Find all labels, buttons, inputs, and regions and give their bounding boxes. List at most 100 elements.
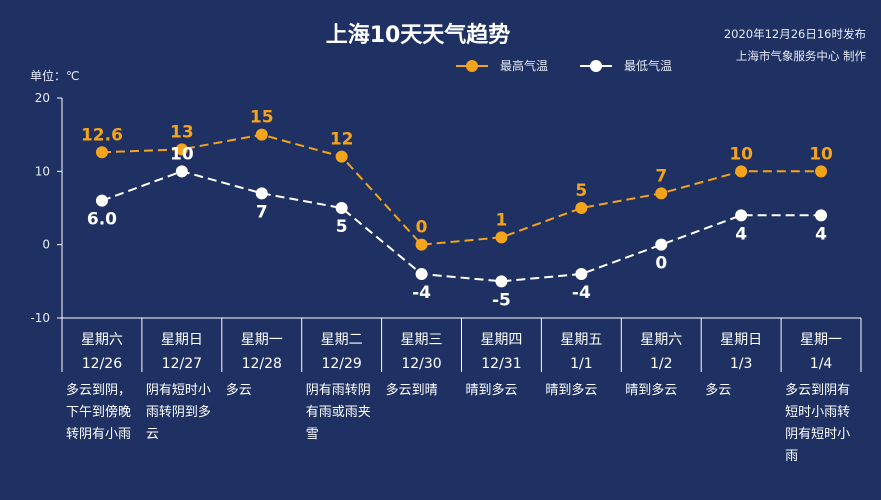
weather-desc-line: 下午到傍晚: [66, 404, 131, 420]
weather-desc-line: 多云到阴，: [66, 382, 131, 398]
weather-desc-line: 多云到阴有: [785, 382, 850, 398]
low-temp-point: [415, 268, 428, 280]
low-temp-value-label: 4: [815, 224, 827, 244]
low-temp-value-label: -4: [572, 283, 591, 303]
high-temp-line: [101, 133, 822, 246]
low-temp-value-label: 10: [170, 144, 194, 164]
day-of-week-label: 星期六: [81, 332, 123, 348]
low-temp-point: [575, 268, 588, 280]
weather-desc-line: 有雨或雨夹: [306, 405, 371, 420]
high-temp-point: [735, 165, 748, 178]
weather-desc-line: 晴到多云: [625, 382, 677, 398]
legend-low-label: 最低气温: [624, 58, 672, 73]
weather-desc-line: 多云到晴: [386, 382, 438, 398]
date-label: 1/3: [730, 356, 753, 372]
date-label: 12/30: [401, 356, 441, 372]
high-temp-value-label: 13: [170, 122, 194, 142]
legend-high: 最高气温: [456, 58, 548, 73]
weather-desc-line: 阴有短时小: [785, 427, 850, 442]
weather-desc-line: 云: [146, 427, 159, 442]
weather-desc-line: 雨: [785, 449, 798, 464]
series-lines: [101, 133, 822, 283]
day-of-week-label: 星期一: [241, 332, 283, 348]
low-temp-line: [101, 170, 822, 283]
date-label: 12/28: [242, 356, 282, 372]
weather-desc-line: 雨转阴到多: [146, 404, 211, 420]
weather-desc-line: 阴有短时小: [146, 383, 211, 398]
weather-desc-line: 多云: [705, 382, 731, 398]
weather-desc-line: 晴到多云: [545, 382, 597, 398]
high-temp-value-label: 7: [655, 166, 667, 186]
weather-desc-line: 雪: [306, 427, 319, 442]
weather-desc-line: 短时小雨转: [785, 405, 850, 420]
high-temp-point: [495, 231, 508, 244]
date-label: 12/27: [162, 356, 202, 372]
date-label: 12/29: [321, 356, 361, 372]
day-of-week-label: 星期三: [401, 332, 443, 348]
low-temp-point: [815, 209, 828, 222]
high-temp-value-label: 10: [729, 144, 753, 164]
high-temp-point: [175, 143, 188, 156]
date-label: 1/4: [810, 356, 833, 372]
low-temp-point: [175, 165, 188, 178]
y-axis-ticks: 20 10 0 -10: [30, 91, 62, 325]
high-temp-value-label: 1: [496, 210, 508, 230]
high-temp-value-label: 15: [250, 108, 274, 128]
date-label: 12/26: [82, 356, 122, 372]
high-temp-value-label: 12: [330, 130, 354, 150]
day-columns: 星期六12/26多云到阴，下午到傍晚转阴有小雨星期日12/27阴有短时小雨转阴到…: [61, 318, 862, 464]
y-tick-label: -10: [30, 311, 50, 325]
low-temp-value-label: 5: [336, 217, 348, 237]
high-temp-point: [655, 187, 668, 200]
date-label: 12/31: [481, 356, 521, 372]
high-temp-value-label: 5: [575, 181, 587, 201]
high-temp-point: [815, 165, 828, 178]
high-temp-point: [415, 238, 428, 251]
chart-title: 上海10天天气趋势: [326, 22, 511, 48]
low-temp-value-label: -4: [412, 283, 431, 303]
weather-desc-line: 晴到多云: [466, 382, 518, 398]
high-temp-point: [255, 128, 268, 141]
date-label: 1/1: [570, 356, 593, 372]
day-of-week-label: 星期二: [321, 332, 363, 348]
day-of-week-label: 星期四: [480, 332, 522, 348]
high-temp-value-label: 12.6: [81, 125, 123, 145]
high-temp-value-label: 10: [809, 144, 833, 164]
publish-time: 2020年12月26日16时发布: [724, 27, 866, 41]
high-temp-point: [95, 146, 108, 159]
low-temp-value-label: 4: [735, 224, 747, 244]
legend-high-marker: [466, 60, 478, 72]
weather-desc-line: 阴有雨转阴: [306, 383, 371, 398]
day-of-week-label: 星期六: [640, 332, 682, 348]
low-temp-value-label: 6.0: [87, 210, 117, 230]
low-temp-point: [655, 238, 668, 251]
low-temp-value-label: 0: [655, 254, 667, 274]
day-of-week-label: 星期一: [800, 332, 842, 348]
low-temp-value-label: -5: [492, 290, 511, 310]
y-tick-label: 0: [42, 238, 50, 252]
day-of-week-label: 星期五: [560, 332, 602, 348]
publisher: 上海市气象服务中心 制作: [736, 49, 867, 63]
day-of-week-label: 星期日: [161, 332, 203, 348]
weather-desc-line: 转阴有小雨: [66, 427, 131, 442]
low-temp-point: [335, 202, 348, 214]
low-temp-point: [95, 194, 108, 207]
low-temp-point: [255, 187, 268, 200]
legend-low-marker: [590, 60, 602, 72]
low-temp-value-label: 7: [256, 202, 268, 222]
legend-low: 最低气温: [580, 58, 672, 73]
y-tick-label: 20: [35, 91, 50, 105]
legend: 最高气温 最低气温: [456, 58, 672, 73]
unit-label: 单位：℃: [30, 68, 79, 83]
y-tick-label: 10: [35, 164, 50, 178]
low-temp-point: [735, 209, 748, 222]
low-temp-point: [495, 275, 508, 288]
date-label: 1/2: [650, 356, 673, 372]
high-temp-value-label: 0: [416, 218, 428, 238]
legend-high-label: 最高气温: [500, 58, 548, 73]
weather-desc-line: 多云: [226, 382, 252, 398]
day-of-week-label: 星期日: [720, 332, 762, 348]
high-temp-point: [575, 202, 588, 214]
